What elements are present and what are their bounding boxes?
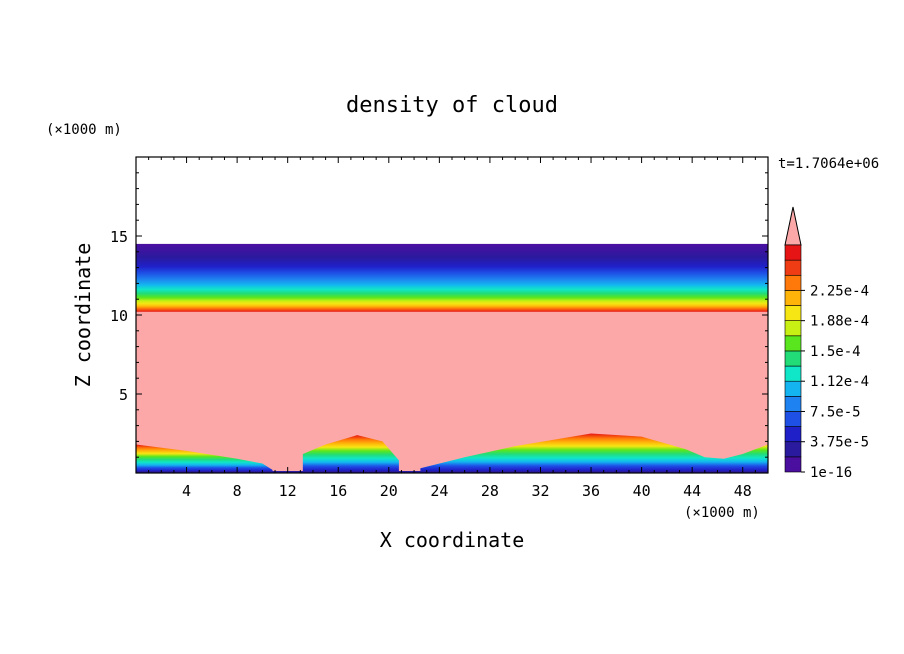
colorbar-swatch	[784, 274, 802, 291]
x-tick-label: 36	[582, 482, 600, 500]
y-tick-label: 5	[119, 386, 128, 404]
x-tick-label: 48	[734, 482, 752, 500]
colorbar-swatch	[784, 396, 802, 412]
y-axis-label: Z coordinate	[71, 243, 95, 388]
y-axis-ticks: 5 10 15	[110, 172, 768, 458]
colorbar: 1e-16 3.75e-5 7.5e-5 1.12e-4 1.5e-4 1.88e-4 2.…	[784, 206, 869, 481]
upper-cloud-layer	[136, 243, 768, 312]
x-tick-label: 16	[329, 482, 347, 500]
colorbar-swatch	[784, 441, 802, 458]
x-tick-label: 24	[430, 482, 448, 500]
colorbar-label: 1.5e-4	[810, 344, 861, 360]
plot-area	[136, 157, 768, 473]
x-tick-label: 44	[683, 482, 701, 500]
colorbar-label: 7.5e-5	[810, 404, 861, 420]
colorbar-swatch	[784, 456, 802, 473]
x-tick-label: 40	[633, 482, 651, 500]
x-tick-label: 20	[380, 482, 398, 500]
colorbar-label: 2.25e-4	[810, 283, 869, 299]
x-tick-label: 4	[182, 482, 191, 500]
y-unit-label: (×1000 m)	[46, 122, 122, 138]
surface-band-1	[136, 444, 273, 473]
colorbar-swatch	[784, 335, 802, 352]
colorbar-swatch	[784, 365, 802, 382]
colorbar-swatch	[784, 320, 802, 337]
colorbar-swatch	[784, 350, 802, 367]
x-axis-label: X coordinate	[380, 528, 525, 552]
x-tick-label: 28	[481, 482, 499, 500]
colorbar-labels: 1e-16 3.75e-5 7.5e-5 1.12e-4 1.5e-4 1.88e-4 2.…	[801, 283, 869, 481]
colorbar-swatch	[784, 305, 802, 321]
x-unit-label: (×1000 m)	[684, 505, 760, 521]
y-tick-label: 10	[110, 307, 128, 325]
colorbar-swatch	[784, 380, 802, 397]
colorbar-label: 1.88e-4	[810, 314, 869, 330]
colorbar-overflow-arrow	[784, 206, 802, 246]
colorbar-swatch	[784, 411, 802, 427]
x-tick-label: 8	[233, 482, 242, 500]
colorbar-label: 1e-16	[810, 465, 852, 481]
colorbar-swatch	[784, 244, 802, 261]
surface-band-3	[420, 433, 768, 473]
x-tick-label: 12	[279, 482, 297, 500]
time-label: t=1.7064e+06	[778, 156, 879, 172]
colorbar-label: 3.75e-5	[810, 435, 869, 451]
colorbar-swatch	[784, 426, 802, 443]
colorbar-label: 1.12e-4	[810, 374, 869, 390]
x-axis-ticks: 4 8 12 16 20 24 28 32 36 40 44 48	[148, 157, 756, 500]
chart-title: density of cloud	[346, 93, 558, 118]
x-tick-label: 32	[531, 482, 549, 500]
surface-band-2	[302, 435, 399, 473]
colorbar-swatch	[784, 290, 802, 306]
colorbar-swatches	[784, 244, 802, 473]
y-tick-label: 15	[110, 228, 128, 246]
colorbar-swatch	[784, 259, 802, 276]
